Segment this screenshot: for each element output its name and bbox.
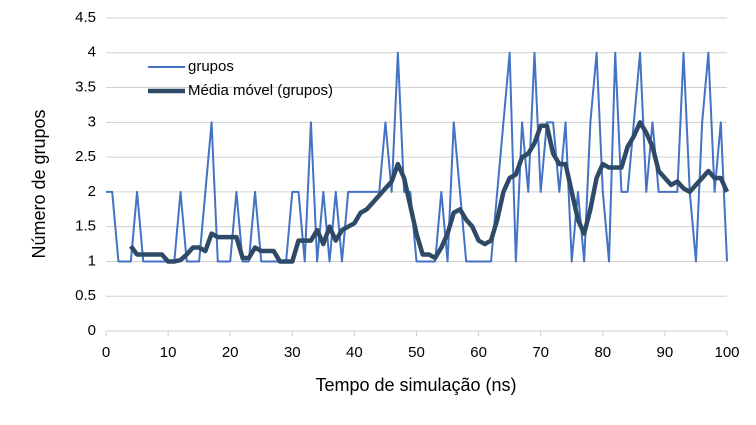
x-tick-label: 80 (594, 344, 611, 361)
y-tick-label: 2 (88, 183, 96, 200)
legend-label: grupos (188, 58, 234, 75)
legend-label: Média móvel (grupos) (188, 82, 333, 99)
y-tick-label: 2.5 (75, 148, 96, 165)
x-tick-label: 10 (160, 344, 177, 361)
y-tick-label: 3 (88, 113, 96, 130)
x-tick-label: 60 (470, 344, 487, 361)
x-axis-title: Tempo de simulação (ns) (315, 375, 516, 395)
y-tick-label: 1.5 (75, 218, 96, 235)
data-line (129, 120, 730, 264)
y-tick-label: 1 (88, 252, 96, 269)
y-tick-label: 3.5 (75, 79, 96, 96)
y-tick-label: 4 (88, 44, 96, 61)
x-tick-label: 50 (408, 344, 425, 361)
y-tick-label: 0 (88, 322, 96, 339)
x-tick-label: 70 (532, 344, 549, 361)
y-tick-label: 4.5 (75, 9, 96, 26)
data-line (106, 51, 728, 263)
y-axis-title: Número de grupos (29, 109, 49, 258)
y-tick-label: 0.5 (75, 287, 96, 304)
x-tick-label: 20 (222, 344, 239, 361)
x-tick-label: 40 (346, 344, 363, 361)
x-tick-label: 0 (102, 344, 110, 361)
x-tick-label: 100 (714, 344, 739, 361)
x-tick-label: 30 (284, 344, 301, 361)
x-tick-label: 90 (657, 344, 674, 361)
